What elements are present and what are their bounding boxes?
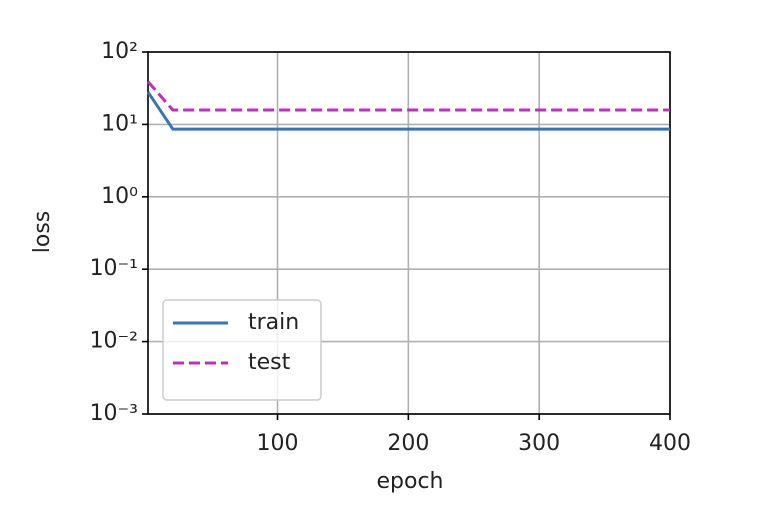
y-tick-label: 10¹: [101, 111, 138, 136]
y-tick-label: 10⁻¹: [90, 256, 138, 281]
y-tick-label: 10⁰: [101, 184, 138, 209]
legend-label: train: [248, 310, 299, 335]
plot-frame: [147, 51, 671, 415]
y-axis-label: loss: [30, 211, 55, 254]
series-line: [146, 91, 670, 131]
legend-label: test: [248, 350, 291, 375]
series-line: [146, 80, 670, 112]
y-tick-label: 10⁻³: [90, 401, 138, 426]
x-tick-label: 100: [257, 431, 299, 456]
y-tick-label: 10²: [101, 39, 138, 64]
legend-box: [162, 299, 322, 401]
x-tick-label: 200: [387, 431, 429, 456]
x-tick-label: 300: [518, 431, 560, 456]
y-tick-label: 10⁻²: [90, 329, 138, 354]
x-tick-label: 400: [649, 431, 691, 456]
x-axis-label: epoch: [377, 469, 444, 494]
